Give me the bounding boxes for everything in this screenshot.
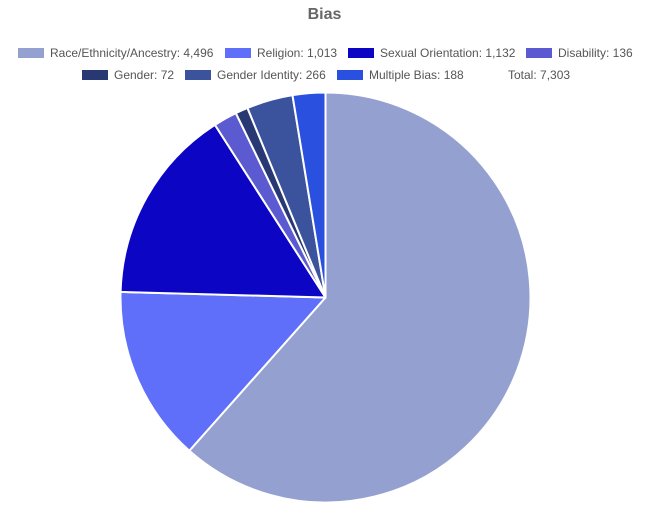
pie-slice-multiple-bias[interactable] [291, 91, 327, 299]
legend-label-religion: Religion: 1,013 [257, 46, 338, 60]
legend-label-race-ethnicity-ancestry: Race/Ethnicity/Ancestry: 4,496 [50, 46, 214, 60]
legend-item-race-ethnicity-ancestry[interactable]: Race/Ethnicity/Ancestry: 4,496 [18, 45, 213, 61]
legend-item-gender-identity[interactable]: Gender Identity: 266 [185, 67, 326, 83]
chart-title: Bias [307, 6, 342, 23]
legend-total-label: Total: 7,303 [508, 68, 571, 82]
legend-total: Total: 7,303 [508, 67, 570, 83]
legend-item-disability[interactable]: Disability: 136 [526, 45, 633, 61]
legend-swatch-gender [82, 70, 108, 80]
legend-item-religion[interactable]: Religion: 1,013 [225, 45, 337, 61]
legend-label-sexual-orientation: Sexual Orientation: 1,132 [380, 46, 516, 60]
legend-label-multiple-bias: Multiple Bias: 188 [369, 68, 464, 82]
pie-slice-sexual-orientation[interactable] [119, 123, 327, 299]
pie-slices [119, 91, 532, 504]
pie-slice-race-ethnicity-ancestry[interactable] [188, 91, 532, 504]
legend-swatch-race-ethnicity-ancestry [18, 48, 44, 58]
legend-label-gender-identity: Gender Identity: 266 [217, 68, 326, 82]
legend-item-gender[interactable]: Gender: 72 [82, 67, 174, 83]
legend-swatch-multiple-bias [337, 70, 363, 80]
pie-slice-religion[interactable] [119, 290, 327, 452]
legend-swatch-disability [526, 48, 552, 58]
legend-row-2: Gender: 72 Gender Identity: 266 Multiple… [0, 67, 649, 83]
legend-item-sexual-orientation[interactable]: Sexual Orientation: 1,132 [348, 45, 515, 61]
legend-swatch-gender-identity [185, 70, 211, 80]
legend-swatch-sexual-orientation [348, 48, 374, 58]
legend-row-1: Race/Ethnicity/Ancestry: 4,496 Religion:… [0, 45, 649, 61]
legend-label-gender: Gender: 72 [114, 68, 175, 82]
legend-swatch-religion [225, 48, 251, 58]
legend-item-multiple-bias[interactable]: Multiple Bias: 188 [337, 67, 464, 83]
legend-label-disability: Disability: 136 [558, 46, 633, 60]
